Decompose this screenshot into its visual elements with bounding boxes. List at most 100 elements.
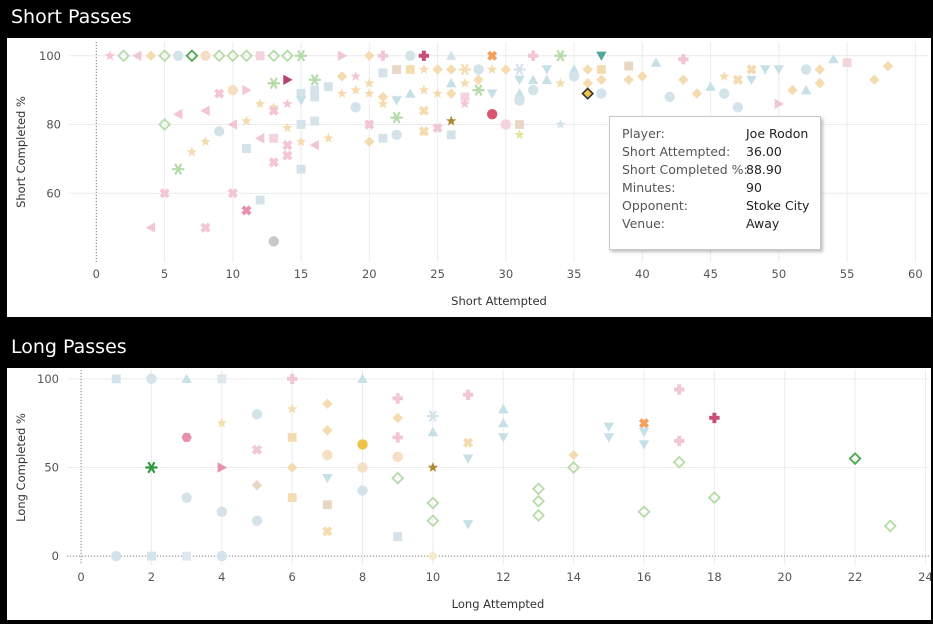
data-point[interactable] xyxy=(185,49,199,63)
data-point[interactable] xyxy=(268,157,279,168)
data-point[interactable] xyxy=(216,506,228,518)
data-point[interactable] xyxy=(392,65,401,74)
data-point[interactable] xyxy=(418,105,429,116)
data-point[interactable] xyxy=(251,515,263,526)
data-point[interactable] xyxy=(393,532,403,542)
data-point[interactable] xyxy=(322,526,333,537)
data-point[interactable] xyxy=(432,122,443,133)
data-point[interactable] xyxy=(638,418,650,429)
data-point[interactable] xyxy=(473,74,484,85)
data-point[interactable] xyxy=(226,49,240,63)
data-point[interactable] xyxy=(418,84,430,95)
data-point[interactable] xyxy=(637,505,651,519)
data-point[interactable] xyxy=(392,451,403,463)
data-point[interactable] xyxy=(364,136,375,147)
data-point[interactable] xyxy=(405,50,416,61)
data-point[interactable] xyxy=(268,105,279,116)
data-point[interactable] xyxy=(391,96,402,106)
data-point[interactable] xyxy=(603,422,614,432)
data-point[interactable] xyxy=(322,425,333,436)
data-point[interactable] xyxy=(181,432,192,442)
data-point[interactable] xyxy=(255,51,265,61)
data-point[interactable] xyxy=(787,84,798,96)
data-point[interactable] xyxy=(213,126,225,137)
data-point[interactable] xyxy=(446,64,457,75)
data-point[interactable] xyxy=(800,84,812,95)
data-point[interactable] xyxy=(242,84,252,96)
data-point[interactable] xyxy=(251,409,263,420)
data-point[interactable] xyxy=(158,118,172,131)
data-point[interactable] xyxy=(514,129,525,140)
data-point[interactable] xyxy=(364,88,375,98)
data-point[interactable] xyxy=(427,462,439,472)
data-point[interactable] xyxy=(446,50,457,60)
data-point[interactable] xyxy=(418,50,430,61)
data-point[interactable] xyxy=(377,91,389,103)
data-point[interactable] xyxy=(527,74,539,84)
data-point[interactable] xyxy=(705,81,716,91)
data-point[interactable] xyxy=(378,68,388,78)
data-point[interactable] xyxy=(527,50,539,61)
data-point[interactable] xyxy=(364,77,375,88)
data-point[interactable] xyxy=(664,91,675,103)
data-point[interactable] xyxy=(117,49,131,63)
data-point[interactable] xyxy=(182,551,191,561)
data-point[interactable] xyxy=(254,98,266,109)
data-point[interactable] xyxy=(159,188,170,199)
data-point[interactable] xyxy=(418,64,430,74)
data-point[interactable] xyxy=(513,63,526,76)
data-point[interactable] xyxy=(322,474,333,484)
data-point[interactable] xyxy=(282,122,293,133)
data-point[interactable] xyxy=(709,412,720,424)
data-point[interactable] xyxy=(707,491,721,505)
data-point[interactable] xyxy=(498,433,509,443)
data-point[interactable] xyxy=(678,74,689,85)
data-point[interactable] xyxy=(391,471,405,485)
data-point[interactable] xyxy=(287,462,298,473)
data-point[interactable] xyxy=(350,84,361,95)
data-point[interactable] xyxy=(240,49,253,63)
data-point[interactable] xyxy=(377,50,389,61)
data-point[interactable] xyxy=(814,64,825,75)
data-point[interactable] xyxy=(532,482,545,496)
data-point[interactable] xyxy=(392,393,403,404)
data-point[interactable] xyxy=(227,188,238,199)
data-point[interactable] xyxy=(500,119,512,130)
data-point[interactable] xyxy=(145,222,156,233)
data-point[interactable] xyxy=(732,102,744,113)
data-point[interactable] xyxy=(514,95,525,106)
data-point[interactable] xyxy=(267,77,281,89)
data-point[interactable] xyxy=(498,418,509,428)
data-point[interactable] xyxy=(678,54,689,65)
data-point[interactable] xyxy=(427,550,439,562)
data-point[interactable] xyxy=(171,163,185,175)
data-point[interactable] xyxy=(217,374,227,384)
data-point[interactable] xyxy=(146,373,157,385)
data-point[interactable] xyxy=(426,514,440,528)
data-point[interactable] xyxy=(322,398,333,409)
data-point[interactable] xyxy=(255,195,265,205)
data-point[interactable] xyxy=(732,74,743,85)
data-point[interactable] xyxy=(216,550,228,562)
data-point[interactable] xyxy=(486,108,498,120)
data-point[interactable] xyxy=(241,115,252,126)
data-point[interactable] xyxy=(773,65,784,75)
data-point[interactable] xyxy=(541,74,552,84)
data-point[interactable] xyxy=(254,133,265,144)
data-point[interactable] xyxy=(446,130,456,140)
data-point[interactable] xyxy=(828,54,839,64)
data-point[interactable] xyxy=(323,132,334,143)
data-point[interactable] xyxy=(336,71,348,82)
data-point[interactable] xyxy=(364,119,375,130)
data-point[interactable] xyxy=(364,50,375,61)
data-point[interactable] xyxy=(446,78,457,88)
data-point[interactable] xyxy=(554,50,567,62)
data-point[interactable] xyxy=(377,98,389,109)
data-point[interactable] xyxy=(296,89,306,98)
data-point[interactable] xyxy=(719,70,730,81)
data-point[interactable] xyxy=(462,454,474,464)
data-point[interactable] xyxy=(487,50,498,61)
data-point[interactable] xyxy=(498,403,509,414)
data-point[interactable] xyxy=(251,480,263,491)
data-point[interactable] xyxy=(173,50,184,61)
